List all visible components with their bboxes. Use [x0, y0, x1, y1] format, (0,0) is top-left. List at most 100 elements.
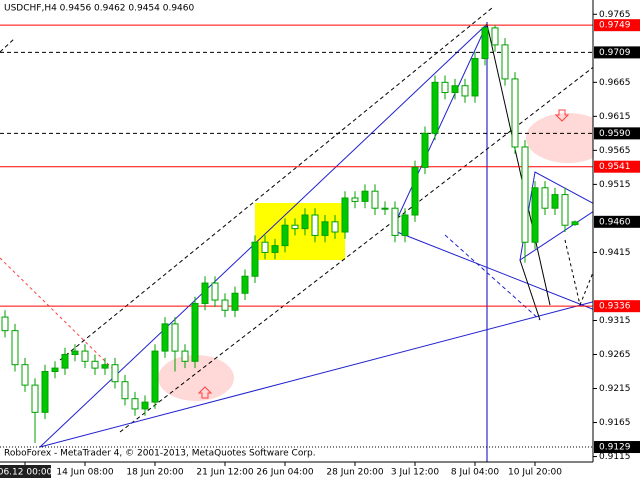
candle-body: [131, 398, 139, 410]
candle-body: [291, 224, 299, 230]
candle-body: [301, 214, 309, 230]
level-label: 0.9709: [599, 48, 631, 58]
x-label-highlight: [0, 465, 51, 478]
level-box: [594, 19, 640, 32]
candle-body: [181, 350, 189, 362]
y-tick-label: 0.9615: [599, 112, 631, 122]
candle-body: [81, 350, 89, 362]
candle-body: [111, 364, 119, 383]
y-tick-label: 0.9215: [599, 384, 631, 394]
candle-body: [141, 401, 149, 410]
target-ellipse: [158, 355, 234, 401]
x-tick-label: 10 Jul 20:00: [508, 468, 562, 478]
candle-body: [51, 367, 59, 373]
candle-body: [31, 384, 39, 413]
candle-body: [211, 282, 219, 301]
candle-body: [451, 85, 459, 94]
candle-body: [541, 187, 549, 209]
candle-body: [431, 81, 439, 134]
candle-body: [321, 221, 329, 236]
candle-body: [161, 323, 169, 352]
candle-body: [201, 282, 209, 304]
level-label: 0.9336: [599, 302, 631, 312]
y-tick-label: 0.9315: [599, 316, 631, 326]
candle-body: [101, 364, 109, 369]
candle-body: [41, 371, 49, 413]
candle-body: [471, 58, 479, 97]
candle-body: [1, 316, 9, 332]
candle-body: [311, 214, 319, 236]
candle-body: [381, 207, 389, 210]
channel-line: [0, 37, 16, 53]
red-dashed-line: [0, 257, 113, 369]
x-tick-label: 18 Jun 20:00: [126, 468, 183, 478]
levels: [0, 24, 593, 448]
y-tick-label: 0.9415: [599, 248, 631, 258]
candle-body: [421, 132, 429, 168]
support-line: [39, 299, 601, 448]
candle-body: [191, 302, 199, 362]
candle-body: [391, 207, 399, 236]
y-tick-label: 0.9265: [599, 350, 631, 360]
channel-line: [59, 7, 493, 361]
chart-title: USDCHF,H4 0.9456 0.9462 0.9454 0.9460: [4, 4, 194, 14]
candle-body: [221, 299, 229, 311]
candle-body: [241, 275, 249, 294]
projection-line: [486, 23, 551, 306]
x-tick-label: 14 Jun 08:00: [56, 468, 113, 478]
level-box: [594, 127, 640, 140]
level-label: 0.9590: [599, 129, 631, 139]
candle-body: [461, 85, 469, 97]
candle-body: [171, 323, 179, 352]
candle-body: [151, 350, 159, 403]
level-label: 0.9129: [599, 443, 631, 453]
candles: [1, 25, 579, 443]
candle-body: [401, 214, 409, 236]
candle-body: [71, 350, 79, 355]
candle-body: [261, 241, 269, 253]
level-box: [594, 441, 640, 454]
y-tick-label: 0.9665: [599, 78, 631, 88]
projection-line: [564, 239, 581, 306]
candle-body: [341, 197, 349, 233]
candle-body: [11, 330, 19, 366]
candle-body: [571, 221, 579, 226]
footer: RoboForex - MetaTrader 4, © 2001-2013, M…: [4, 449, 316, 459]
x-tick-label: 06.12 00:00: [0, 468, 53, 478]
candle-body: [91, 360, 99, 369]
candle-body: [371, 190, 379, 209]
candle-body: [361, 190, 369, 202]
candle-body: [491, 27, 499, 46]
trend-line: [391, 23, 488, 231]
level-label: 0.9749: [599, 21, 631, 31]
level-label: 0.9541: [599, 162, 631, 172]
y-tick-label: 0.9765: [599, 10, 631, 20]
candle-body: [61, 353, 69, 369]
zone-box: [255, 203, 345, 260]
candle-body: [251, 241, 259, 277]
trend-line: [391, 229, 601, 313]
candle-body: [271, 245, 279, 253]
arrow-up: [197, 386, 213, 399]
candle-body: [331, 221, 339, 233]
level-box: [594, 300, 640, 313]
candle-body: [511, 78, 519, 148]
candle-body: [501, 44, 509, 80]
x-tick-label: 3 Jul 12:00: [391, 468, 440, 478]
candle-body: [561, 194, 569, 226]
candle-body: [531, 187, 539, 243]
candle-body: [281, 224, 289, 247]
x-tick-label: 28 Jun 20:00: [326, 468, 383, 478]
candle-body: [551, 194, 559, 209]
candle-body: [121, 381, 129, 400]
axis-labels: 0.9765 0.9665 0.9615 0.9565 0.9515 0.9415 0.93…: [0, 10, 640, 478]
level-label: 0.9460: [599, 217, 631, 227]
candle-body: [351, 197, 359, 202]
x-tick-label: 21 Jun 12:00: [196, 468, 253, 478]
x-tick-label: 26 Jun 04:00: [256, 468, 313, 478]
y-tick-label: 0.9165: [599, 418, 631, 428]
y-tick-label: 0.9115: [599, 452, 631, 462]
target-ellipse: [526, 113, 610, 163]
